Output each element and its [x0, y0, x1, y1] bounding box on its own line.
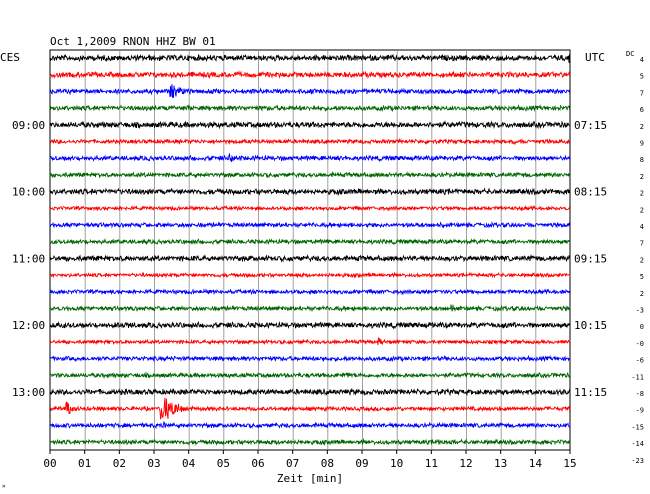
dc-offset-2: 7 — [640, 89, 644, 97]
right-time-label-07:15: 07:15 — [574, 119, 607, 132]
trace-19 — [49, 371, 571, 380]
right-time-label-10:15: 10:15 — [574, 319, 607, 332]
x-tick-label-0: 00 — [43, 457, 56, 470]
left-time-label-09:00: 09:00 — [12, 119, 45, 132]
x-tick-label-14: 14 — [529, 457, 543, 470]
trace-12 — [49, 253, 571, 263]
dc-offset-21: -9 — [636, 407, 644, 415]
right-corner-label: UTC — [585, 51, 605, 64]
trace-0 — [49, 53, 571, 63]
trace-18 — [49, 354, 571, 363]
chart-title: Oct 1,2009 RNON HHZ BW 01 — [50, 35, 216, 48]
trace-13 — [50, 271, 571, 279]
trace-17 — [49, 337, 571, 346]
x-tick-label-9: 09 — [355, 457, 368, 470]
dc-offset-9: 2 — [640, 206, 644, 214]
dc-offset-22: -15 — [631, 423, 644, 431]
dc-offset-7: 2 — [640, 173, 644, 181]
trace-3 — [49, 103, 571, 113]
dc-offset-13: 5 — [640, 273, 644, 281]
dc-offset-5: 9 — [640, 140, 644, 148]
left-corner-label: CES — [0, 51, 20, 64]
x-tick-label-7: 07 — [286, 457, 299, 470]
x-tick-label-13: 13 — [494, 457, 507, 470]
dc-offset-15: -3 — [636, 307, 644, 315]
dc-offset-8: 2 — [640, 190, 644, 198]
plot-frame — [49, 49, 571, 451]
trace-6 — [49, 152, 571, 162]
dc-offset-20: -8 — [636, 390, 644, 398]
dc-offset-23: -14 — [631, 440, 644, 448]
dc-offset-3: 6 — [640, 106, 644, 114]
trace-20 — [49, 387, 571, 397]
x-tick-label-6: 06 — [251, 457, 264, 470]
dc-offset-0: 4 — [640, 56, 644, 64]
dc-offset-4: 2 — [640, 123, 644, 131]
time-labels: 09:00 10:00 11:00 12:00 13:00 07:15 08:15 09:15… — [12, 119, 607, 399]
dc-offset-6: 8 — [640, 156, 644, 164]
dc-offset-14: 2 — [640, 290, 644, 298]
left-time-label-12:00: 12:00 — [12, 319, 45, 332]
trace-2 — [49, 84, 571, 98]
corner-mark: × — [2, 483, 6, 490]
x-tick-label-11: 11 — [425, 457, 438, 470]
trace-11 — [49, 238, 571, 246]
dc-offset-labels: 4 5 7 6 2 9 8 2 2 2 4 7 2 5 2 -3 0 -0 -6 -11 -8 -9 -15 -14 -23 — [631, 56, 644, 465]
x-tick-label-12: 12 — [459, 457, 472, 470]
trace-4 — [49, 120, 571, 130]
trace-21 — [49, 397, 571, 420]
trace-9 — [49, 204, 571, 212]
offset-header: DC — [626, 50, 634, 58]
x-tick-label-2: 02 — [113, 457, 126, 470]
dc-offset-11: 7 — [640, 240, 644, 248]
trace-15 — [49, 304, 571, 313]
trace-8 — [49, 187, 571, 197]
x-tick-label-15: 15 — [563, 457, 576, 470]
trace-23 — [49, 437, 571, 446]
x-tick-label-5: 05 — [217, 457, 230, 470]
x-tick-label-1: 01 — [78, 457, 91, 470]
dc-offset-1: 5 — [640, 73, 644, 81]
trace-16 — [49, 320, 571, 330]
left-time-label-11:00: 11:00 — [12, 252, 45, 265]
x-axis-label: Zeit [min] — [277, 472, 343, 485]
trace-7 — [49, 170, 571, 179]
x-tick-label-8: 08 — [321, 457, 334, 470]
x-tick-label-4: 04 — [182, 457, 196, 470]
right-time-label-09:15: 09:15 — [574, 252, 607, 265]
trace-14 — [49, 288, 571, 296]
dc-offset-19: -11 — [631, 373, 644, 381]
dc-offset-24: -23 — [631, 457, 644, 465]
x-axis-ticks: 00 01 02 03 04 05 06 07 08 09 10 11 12 13 14 15 — [43, 450, 577, 470]
trace-22 — [49, 420, 571, 430]
x-tick-label-10: 10 — [390, 457, 403, 470]
trace-1 — [49, 70, 571, 80]
left-time-label-10:00: 10:00 — [12, 186, 45, 199]
dc-offset-10: 4 — [640, 223, 644, 231]
right-time-label-08:15: 08:15 — [574, 186, 607, 199]
right-time-label-11:15: 11:15 — [574, 386, 607, 399]
dc-offset-16: 0 — [640, 323, 644, 331]
dc-offset-17: -0 — [636, 340, 644, 348]
trace-10 — [49, 221, 571, 229]
trace-group — [49, 53, 571, 446]
plot-grid — [49, 49, 571, 451]
dc-offset-18: -6 — [636, 357, 644, 365]
trace-5 — [50, 137, 571, 146]
x-tick-label-3: 03 — [147, 457, 160, 470]
dc-offset-12: 2 — [640, 256, 644, 264]
left-time-label-13:00: 13:00 — [12, 386, 45, 399]
